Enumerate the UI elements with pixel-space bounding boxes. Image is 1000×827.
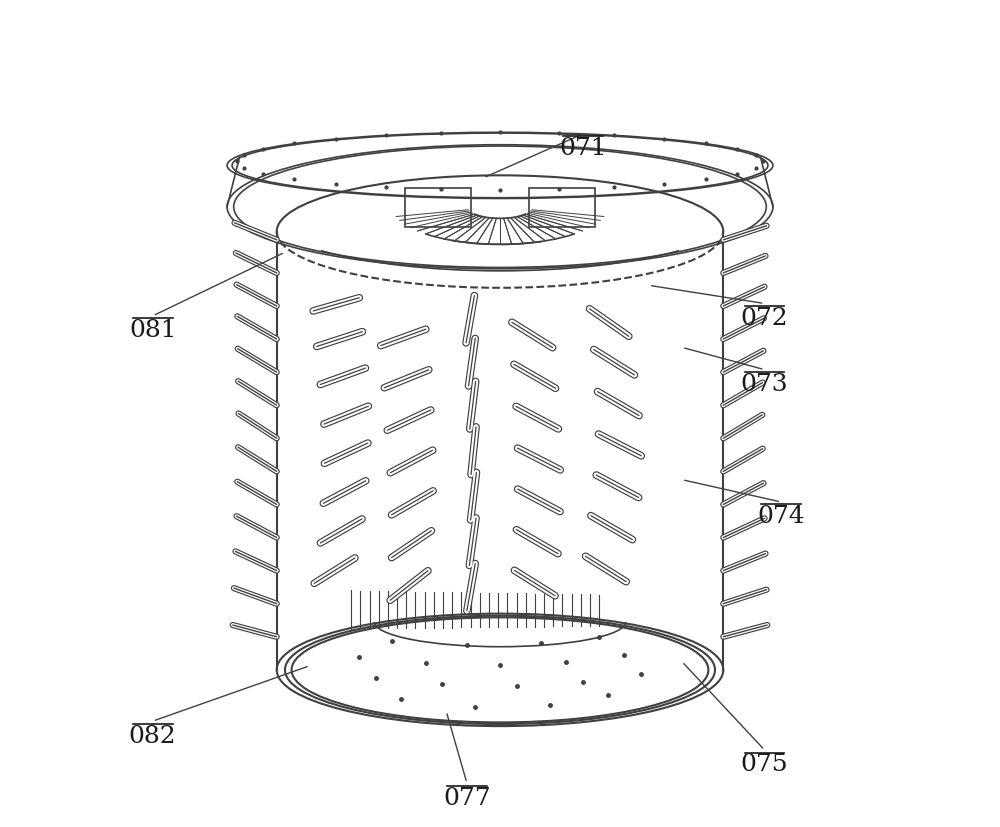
Text: 073: 073: [741, 373, 788, 396]
Text: 075: 075: [741, 753, 788, 777]
Text: 071: 071: [559, 137, 606, 160]
Text: 077: 077: [443, 786, 491, 810]
Text: 081: 081: [129, 319, 176, 342]
Text: 082: 082: [129, 724, 176, 748]
Text: 074: 074: [757, 505, 805, 528]
Text: 072: 072: [741, 307, 788, 330]
